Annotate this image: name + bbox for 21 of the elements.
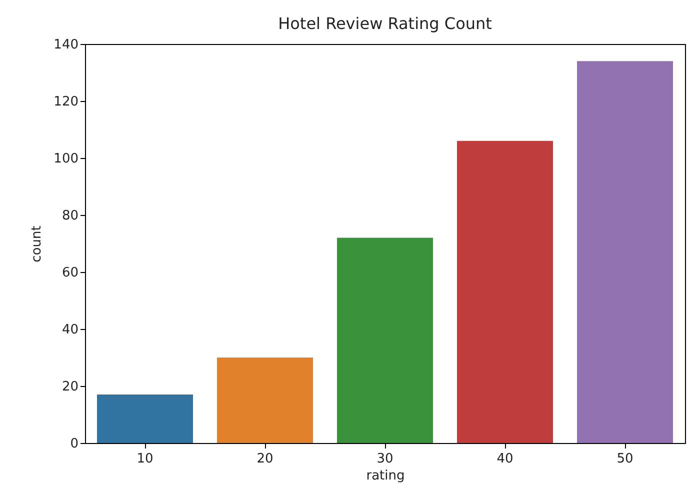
y-tick-label: 80 <box>62 208 78 224</box>
x-tick-label: 10 <box>136 452 154 466</box>
y-tick-label: 100 <box>54 152 78 166</box>
bar <box>97 394 193 443</box>
x-tick-label: 50 <box>616 452 634 466</box>
x-axis-title: rating <box>366 468 405 484</box>
y-tick-label: 60 <box>62 266 78 280</box>
y-tick-label: 0 <box>70 436 78 452</box>
bar <box>217 358 313 443</box>
x-tick-label: 30 <box>376 452 394 466</box>
y-tick-label: 40 <box>62 322 78 338</box>
x-tick-label: 20 <box>256 452 274 466</box>
y-axis-title: count <box>30 226 45 262</box>
chart-title: Hotel Review Rating Count <box>278 14 492 33</box>
bar <box>337 238 433 443</box>
y-tick-label: 120 <box>54 94 78 110</box>
y-tick-label: 140 <box>54 38 78 52</box>
x-tick-label: 40 <box>496 452 514 466</box>
bar <box>577 61 673 443</box>
y-tick-label: 20 <box>62 380 78 394</box>
bar <box>457 140 553 443</box>
